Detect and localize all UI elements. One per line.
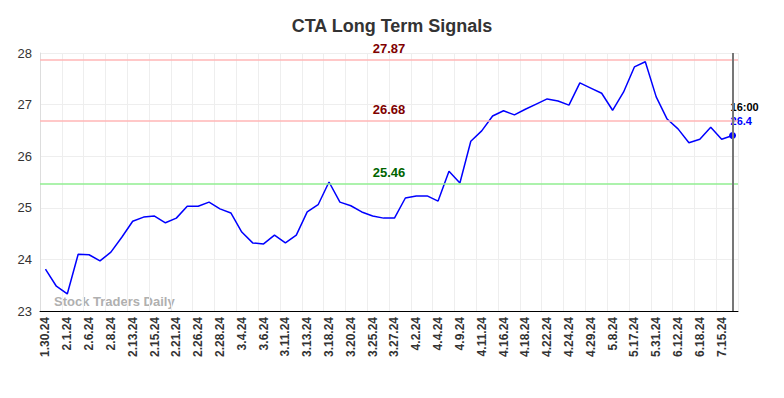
svg-text:3.20.24: 3.20.24	[344, 317, 358, 357]
svg-text:4.4.24: 4.4.24	[431, 317, 445, 351]
svg-text:4.22.24: 4.22.24	[540, 317, 554, 357]
svg-text:27: 27	[18, 97, 32, 112]
svg-text:3.18.24: 3.18.24	[322, 317, 336, 357]
svg-text:4.24.24: 4.24.24	[562, 317, 576, 357]
svg-text:3.6.24: 3.6.24	[257, 317, 271, 351]
svg-text:5.31.24: 5.31.24	[649, 317, 663, 357]
svg-text:26.68: 26.68	[373, 102, 406, 117]
svg-text:4.9.24: 4.9.24	[453, 317, 467, 351]
svg-text:6.12.24: 6.12.24	[671, 317, 685, 357]
svg-text:26: 26	[18, 149, 32, 164]
svg-text:Stock Traders Daily: Stock Traders Daily	[54, 294, 175, 309]
svg-text:4.11.24: 4.11.24	[475, 317, 489, 357]
svg-text:4.16.24: 4.16.24	[497, 317, 511, 357]
svg-text:2.28.24: 2.28.24	[213, 317, 227, 357]
svg-text:16:00: 16:00	[731, 101, 759, 113]
svg-text:2.26.24: 2.26.24	[191, 317, 205, 357]
svg-text:2.8.24: 2.8.24	[104, 317, 118, 351]
svg-text:3.27.24: 3.27.24	[387, 317, 401, 357]
svg-text:6.18.24: 6.18.24	[693, 317, 707, 357]
svg-text:2.13.24: 2.13.24	[126, 317, 140, 357]
svg-text:27.87: 27.87	[373, 41, 406, 56]
svg-text:5.8.24: 5.8.24	[606, 317, 620, 351]
svg-text:4.2.24: 4.2.24	[409, 317, 423, 351]
svg-text:7.15.24: 7.15.24	[715, 317, 729, 357]
svg-text:28: 28	[18, 46, 32, 61]
svg-text:25: 25	[18, 200, 32, 215]
svg-text:4.18.24: 4.18.24	[518, 317, 532, 357]
svg-text:3.25.24: 3.25.24	[366, 317, 380, 357]
svg-text:26.4: 26.4	[730, 115, 752, 128]
svg-text:CTA Long Term Signals: CTA Long Term Signals	[292, 16, 493, 36]
svg-text:24: 24	[18, 252, 32, 267]
svg-text:2.1.24: 2.1.24	[60, 317, 74, 351]
svg-text:3.11.24: 3.11.24	[278, 317, 292, 357]
svg-text:23: 23	[18, 304, 32, 319]
svg-text:4.29.24: 4.29.24	[584, 317, 598, 357]
svg-text:5.17.24: 5.17.24	[627, 317, 641, 357]
svg-text:25.46: 25.46	[373, 165, 406, 180]
svg-text:3.13.24: 3.13.24	[300, 317, 314, 357]
svg-text:2.15.24: 2.15.24	[148, 317, 162, 357]
svg-text:3.4.24: 3.4.24	[235, 317, 249, 351]
svg-text:1.30.24: 1.30.24	[38, 317, 52, 357]
svg-text:2.21.24: 2.21.24	[169, 317, 183, 357]
svg-text:2.6.24: 2.6.24	[82, 317, 96, 351]
